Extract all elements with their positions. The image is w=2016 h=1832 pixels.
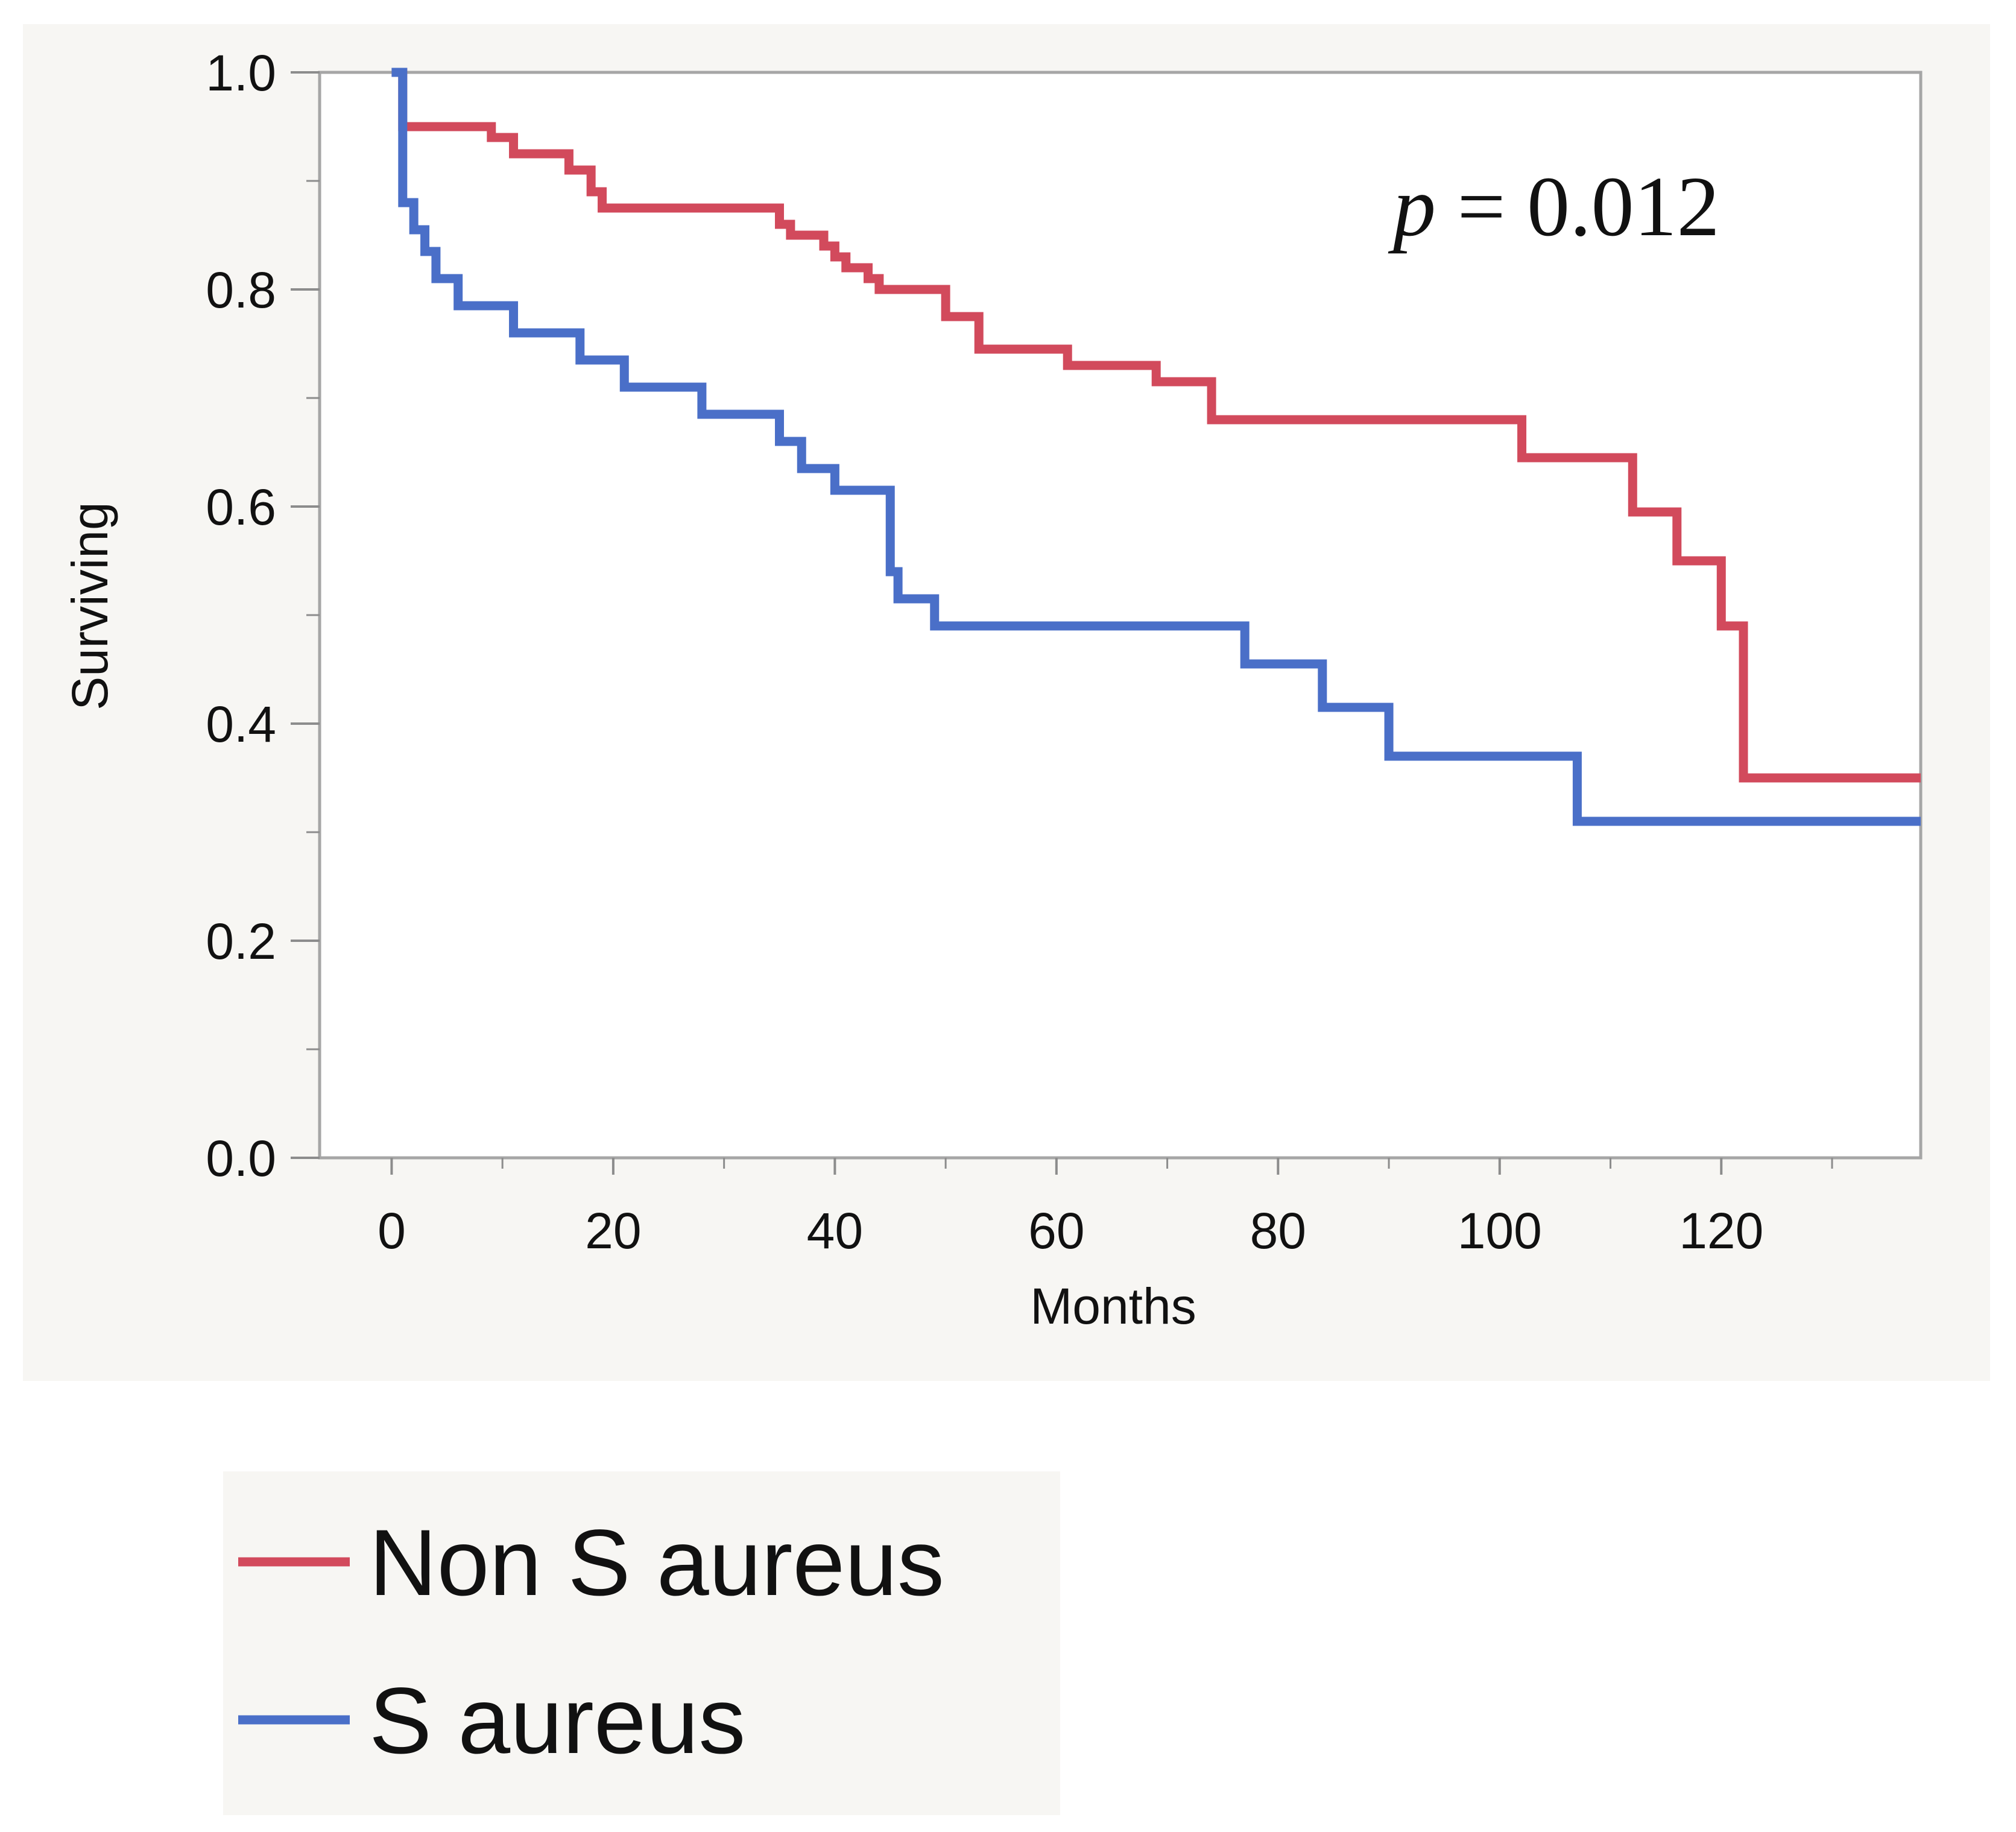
x-tick-label: 100	[1458, 1202, 1542, 1259]
x-tick-label: 60	[1028, 1202, 1084, 1259]
x-tick-label: 40	[807, 1202, 863, 1259]
series-line-non-s-aureus	[391, 68, 1921, 783]
y-tick-label: 1.0	[206, 45, 276, 101]
y-axis-ticks: 0.0 0.2 0.4 0.6 0.8 1.0	[206, 45, 320, 1187]
x-tick-label: 20	[585, 1202, 641, 1259]
legend-label: S aureus	[369, 1669, 745, 1774]
x-tick-label: 120	[1679, 1202, 1763, 1259]
legend-label: Non S aureus	[369, 1511, 944, 1616]
y-axis-title: Surviving	[62, 502, 118, 710]
y-tick-label: 0.4	[206, 696, 276, 753]
x-tick-label: 80	[1250, 1202, 1306, 1259]
series-layer	[391, 68, 1921, 826]
y-tick-label: 0.6	[206, 479, 276, 535]
x-axis-ticks: 0 20 40 60 80 100 120	[378, 1158, 1833, 1259]
p-value-symbol: p	[1388, 159, 1436, 254]
y-tick-label: 0.0	[206, 1130, 276, 1187]
series-line-s-aureus	[391, 68, 1921, 826]
y-tick-label: 0.2	[206, 913, 276, 970]
x-axis-title: Months	[1030, 1278, 1196, 1335]
x-tick-label: 0	[378, 1202, 406, 1259]
p-value-text: = 0.012	[1436, 159, 1720, 254]
y-tick-label: 0.8	[206, 262, 276, 318]
legend: Non S aureus S aureus	[238, 1511, 944, 1774]
legend-box	[223, 1471, 1060, 1815]
plot-area	[318, 71, 1923, 1160]
p-value-annotation: p = 0.012	[1388, 159, 1720, 254]
